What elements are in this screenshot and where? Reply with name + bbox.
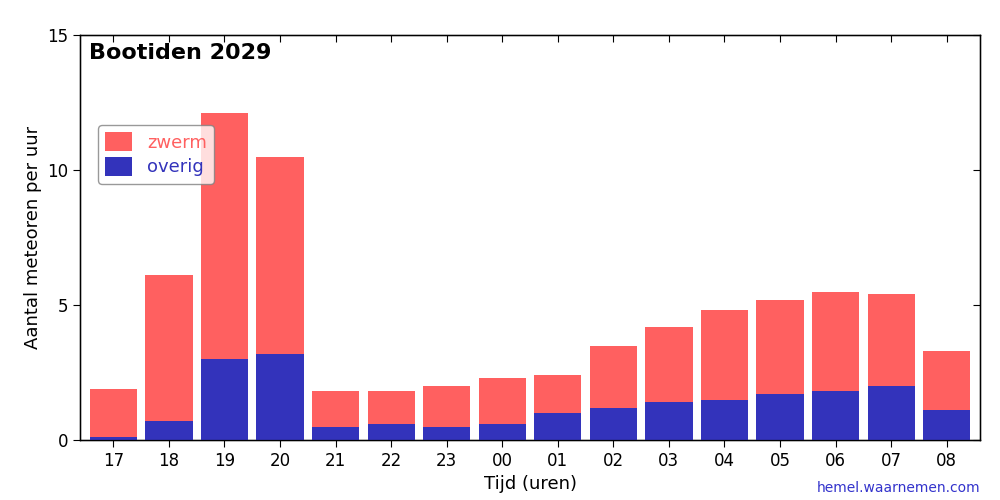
Bar — [423, 426, 470, 440]
Bar — [479, 378, 526, 424]
Bar — [645, 326, 692, 402]
Y-axis label: Aantal meteoren per uur: Aantal meteoren per uur — [24, 126, 42, 349]
Bar — [923, 410, 970, 440]
X-axis label: Tijd (uren): Tijd (uren) — [484, 476, 576, 494]
Bar — [312, 392, 359, 426]
Bar — [868, 386, 915, 440]
Bar — [701, 310, 748, 400]
Bar — [534, 375, 581, 413]
Bar — [534, 413, 581, 440]
Bar — [256, 354, 304, 440]
Bar — [423, 386, 470, 426]
Bar — [256, 156, 304, 354]
Bar — [145, 421, 192, 440]
Bar — [145, 276, 192, 421]
Text: hemel.waarnemen.com: hemel.waarnemen.com — [816, 481, 980, 495]
Bar — [312, 426, 359, 440]
Text: Bootiden 2029: Bootiden 2029 — [89, 43, 271, 63]
Bar — [756, 300, 804, 394]
Bar — [201, 359, 248, 440]
Legend: zwerm, overig: zwerm, overig — [98, 125, 214, 184]
Bar — [812, 292, 859, 392]
Bar — [590, 346, 637, 408]
Bar — [479, 424, 526, 440]
Bar — [90, 438, 137, 440]
Bar — [923, 351, 970, 410]
Bar — [645, 402, 692, 440]
Bar — [756, 394, 804, 440]
Bar — [368, 392, 415, 424]
Bar — [868, 294, 915, 386]
Bar — [701, 400, 748, 440]
Bar — [90, 388, 137, 438]
Bar — [368, 424, 415, 440]
Bar — [812, 392, 859, 440]
Bar — [201, 114, 248, 359]
Bar — [590, 408, 637, 440]
